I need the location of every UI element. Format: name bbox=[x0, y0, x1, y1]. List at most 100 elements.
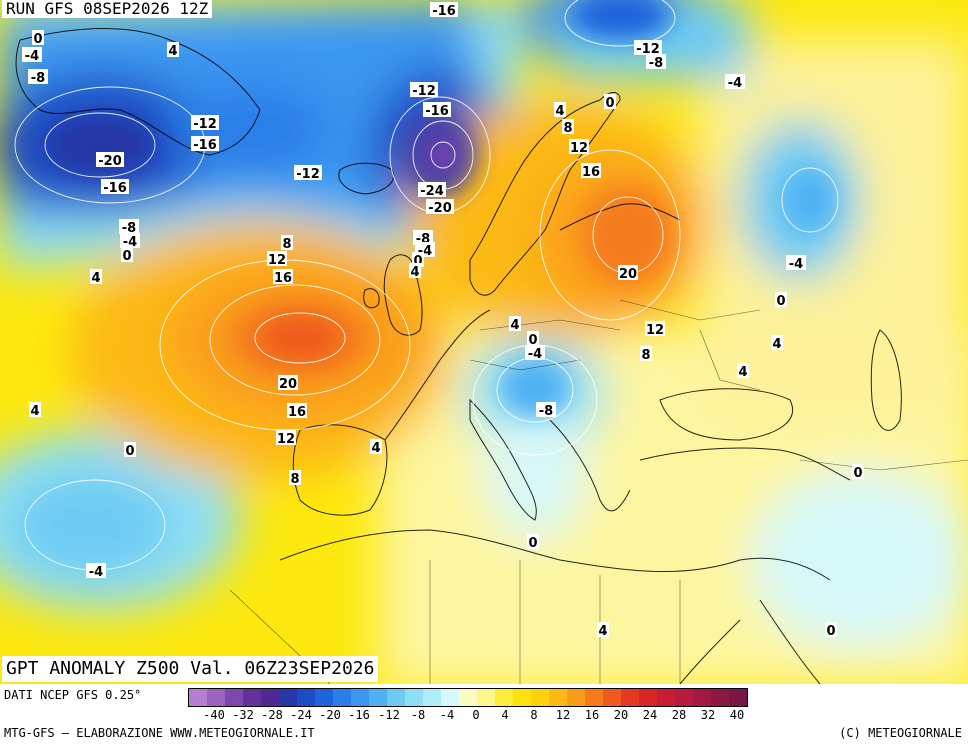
contour-label: 0 bbox=[826, 624, 835, 639]
contour-label-bg bbox=[525, 345, 545, 360]
contour-label: 0 bbox=[528, 536, 537, 551]
contour-label: 0 bbox=[853, 466, 862, 481]
contour-label-bg bbox=[409, 263, 421, 278]
contour-label: 4 bbox=[91, 271, 100, 286]
color-swatch bbox=[513, 689, 531, 706]
contour-label: 8 bbox=[282, 237, 291, 252]
color-swatch bbox=[621, 689, 639, 706]
scale-tick: 24 bbox=[642, 708, 658, 722]
color-swatch bbox=[261, 689, 279, 706]
contour-label-bg bbox=[430, 2, 458, 17]
contour-label-bg bbox=[22, 47, 42, 62]
contour-label: -16 bbox=[425, 104, 449, 119]
contour-label-bg bbox=[527, 331, 539, 346]
contour-label: 4 bbox=[772, 337, 781, 352]
borders bbox=[229, 299, 968, 684]
contour-label-bg bbox=[562, 119, 574, 134]
color-swatch bbox=[567, 689, 585, 706]
color-swatch bbox=[711, 689, 729, 706]
color-swatch bbox=[585, 689, 603, 706]
scale-tick: 32 bbox=[700, 708, 716, 722]
contour-label-bg bbox=[825, 622, 837, 637]
contour-label-bg bbox=[581, 163, 601, 178]
contour-label: 12 bbox=[277, 432, 295, 447]
scale-tick: 20 bbox=[613, 708, 629, 722]
map-title: GPT ANOMALY Z500 Val. 06Z23SEP2026 bbox=[2, 656, 379, 682]
contour-label-bg bbox=[737, 363, 749, 378]
contour-label: -16 bbox=[193, 138, 217, 153]
color-swatch bbox=[693, 689, 711, 706]
contour-label-bg bbox=[597, 622, 609, 637]
contour-label-bg bbox=[527, 534, 539, 549]
contour-label: 4 bbox=[371, 441, 380, 456]
contour-label-bg bbox=[29, 402, 41, 417]
contour-label-bg bbox=[640, 346, 652, 361]
run-title: RUN GFS 08SEP2026 12Z bbox=[2, 0, 213, 18]
contour-label: 12 bbox=[646, 323, 664, 338]
contour-label: -4 bbox=[789, 257, 803, 272]
contour-label: -16 bbox=[432, 4, 456, 19]
legend-footer: DATI NCEP GFS 0.25° -40 -32 -28 -24 -20 -16 -1… bbox=[0, 684, 968, 745]
contour-label-bg bbox=[554, 102, 566, 117]
contour-label-bg bbox=[191, 115, 219, 130]
color-swatch bbox=[225, 689, 243, 706]
contour-label-bg bbox=[536, 402, 556, 417]
contour-label-bg bbox=[289, 470, 301, 485]
contour-label-bg bbox=[634, 40, 662, 55]
color-swatch bbox=[243, 689, 261, 706]
color-scale-bar bbox=[188, 688, 748, 707]
contour-label-bg bbox=[28, 69, 48, 84]
contour-label-bg bbox=[786, 255, 806, 270]
contour-label: -4 bbox=[89, 565, 103, 580]
contour-label-bg bbox=[101, 179, 129, 194]
contour-label: -20 bbox=[428, 201, 452, 216]
contour-label: 20 bbox=[619, 267, 637, 282]
contour-label: -8 bbox=[649, 56, 663, 71]
coastlines bbox=[15, 28, 902, 684]
scale-tick: 0 bbox=[472, 708, 480, 722]
color-swatch bbox=[297, 689, 315, 706]
contour-label: 12 bbox=[268, 253, 286, 268]
contour-label-bg bbox=[725, 74, 745, 89]
scale-tick: 40 bbox=[729, 708, 745, 722]
contour-label: 4 bbox=[598, 624, 607, 639]
scale-tick: -28 bbox=[261, 708, 283, 722]
contour-labels: 0-4-84-12-16-20-16-12-16-12-16-24-20-8-4… bbox=[22, 2, 864, 639]
credits: MTG-GFS — ELABORAZIONE WWW.METEOGIORNALE… bbox=[4, 726, 315, 740]
color-swatch bbox=[495, 689, 513, 706]
scale-tick: 12 bbox=[555, 708, 571, 722]
scale-tick: 8 bbox=[530, 708, 538, 722]
contour-label: 12 bbox=[570, 141, 588, 156]
anomaly-field bbox=[0, 0, 968, 684]
color-swatch bbox=[333, 689, 351, 706]
color-swatch bbox=[369, 689, 387, 706]
color-swatch bbox=[315, 689, 333, 706]
contour-label: -24 bbox=[420, 184, 444, 199]
scale-tick: -12 bbox=[378, 708, 400, 722]
contour-label: 4 bbox=[30, 404, 39, 419]
contour-label: 0 bbox=[413, 254, 422, 269]
contour-label: -4 bbox=[123, 235, 137, 250]
contour-label: -4 bbox=[728, 76, 742, 91]
contour-label: -4 bbox=[25, 49, 39, 64]
contour-label-bg bbox=[90, 269, 102, 284]
color-swatch bbox=[729, 689, 747, 706]
contour-label-bg bbox=[281, 235, 293, 250]
scale-tick: -32 bbox=[232, 708, 254, 722]
color-swatch bbox=[639, 689, 657, 706]
contour-label-bg bbox=[278, 375, 298, 390]
contour-label: -8 bbox=[122, 221, 136, 236]
anomaly-map: 0-4-84-12-16-20-16-12-16-12-16-24-20-8-4… bbox=[0, 0, 968, 684]
scale-tick: -24 bbox=[290, 708, 312, 722]
contour-label-bg bbox=[191, 136, 219, 151]
contour-label-bg bbox=[294, 165, 322, 180]
contour-label: 16 bbox=[582, 165, 600, 180]
color-swatch bbox=[675, 689, 693, 706]
contour-label-bg bbox=[645, 321, 665, 336]
contour-label: 8 bbox=[563, 121, 572, 136]
color-swatch bbox=[657, 689, 675, 706]
copyright: (C) METEOGIORNALE bbox=[839, 726, 962, 740]
color-swatch bbox=[477, 689, 495, 706]
contour-label-bg bbox=[370, 439, 382, 454]
